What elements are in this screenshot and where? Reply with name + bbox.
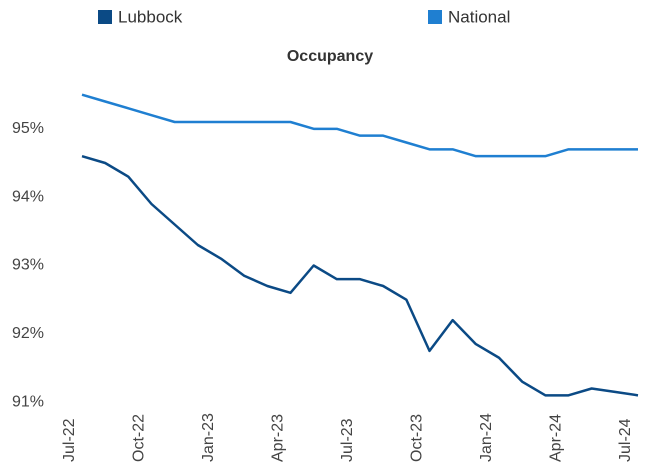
y-tick-label: 93% xyxy=(12,257,44,274)
legend-swatch xyxy=(428,10,442,24)
x-tick-label: Jul-22 xyxy=(61,418,78,462)
legend-swatch xyxy=(98,10,112,24)
y-tick-label: 92% xyxy=(12,325,44,342)
x-tick-label: Apr-24 xyxy=(548,414,565,462)
chart-title: Occupancy xyxy=(287,48,373,65)
line-series xyxy=(81,154,639,397)
line-series xyxy=(81,93,638,158)
x-tick-label: Jul-24 xyxy=(617,418,634,462)
x-tick-label: Oct-23 xyxy=(409,414,426,462)
y-tick-label: 95% xyxy=(12,120,44,137)
x-tick-label: Oct-22 xyxy=(131,414,148,462)
x-tick-label: Jan-24 xyxy=(478,413,495,462)
x-tick-label: Jan-23 xyxy=(200,413,217,462)
legend-label: National xyxy=(448,7,510,26)
y-tick-label: 91% xyxy=(12,393,44,410)
y-tick-label: 94% xyxy=(12,188,44,205)
x-tick-label: Jul-23 xyxy=(339,418,356,462)
x-tick-label: Apr-23 xyxy=(270,414,287,462)
legend-label: Lubbock xyxy=(118,7,183,26)
